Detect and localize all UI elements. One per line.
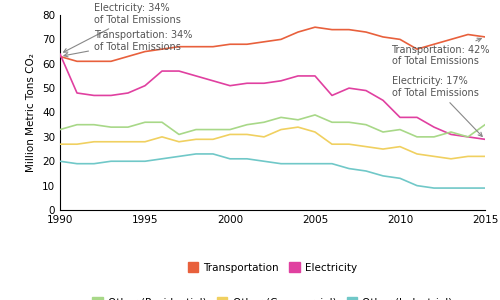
Legend: Other (Residential), Other (Commercial), Other (Industrial): Other (Residential), Other (Commercial),… <box>88 293 457 300</box>
Text: Electricity: 17%
of Total Emissions: Electricity: 17% of Total Emissions <box>392 76 482 136</box>
Y-axis label: Million Metric Tons CO₂: Million Metric Tons CO₂ <box>26 53 36 172</box>
Text: Transportation: 34%
of Total Emissions: Transportation: 34% of Total Emissions <box>64 30 192 57</box>
Text: Transportation: 42%
of Total Emissions: Transportation: 42% of Total Emissions <box>392 38 490 66</box>
Text: Electricity: 34%
of Total Emissions: Electricity: 34% of Total Emissions <box>64 3 181 52</box>
